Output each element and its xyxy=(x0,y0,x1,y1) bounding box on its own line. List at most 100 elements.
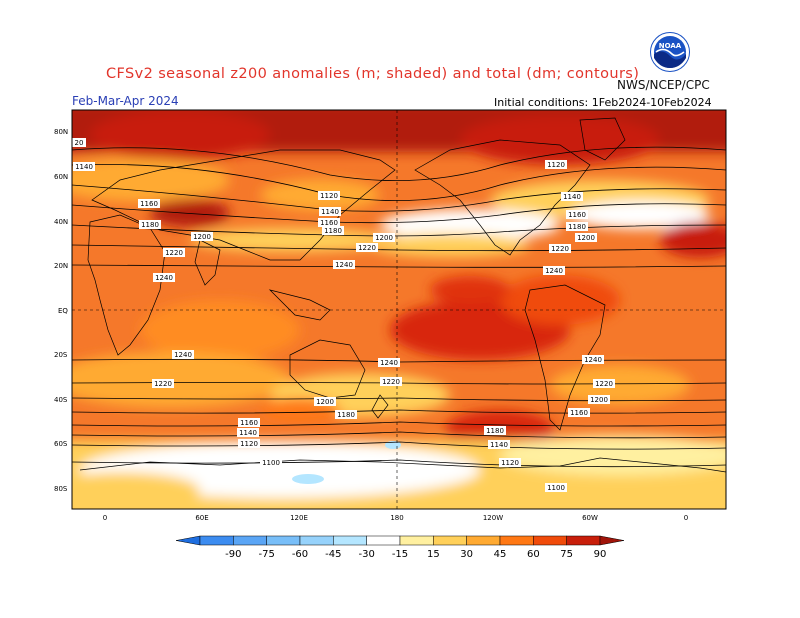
svg-text:1160: 1160 xyxy=(320,219,338,227)
svg-text:1240: 1240 xyxy=(174,351,192,359)
svg-text:1160: 1160 xyxy=(568,211,586,219)
colorbar-tick-label: -60 xyxy=(292,549,308,560)
svg-text:1200: 1200 xyxy=(590,396,608,404)
svg-text:1180: 1180 xyxy=(486,427,504,435)
colorbar-tick-label: 90 xyxy=(594,549,607,560)
contour-label: 1240 xyxy=(153,273,175,282)
contour-label: 1220 xyxy=(152,379,174,388)
lon-label: 60E xyxy=(195,514,208,522)
svg-text:1180: 1180 xyxy=(324,227,342,235)
negative-anomaly-patch xyxy=(292,474,324,484)
forecast-period: Feb-Mar-Apr 2024 xyxy=(72,94,179,108)
colorbar-tick-label: -45 xyxy=(325,549,341,560)
contour-label: 1120 xyxy=(499,458,521,467)
contour-label: 1180 xyxy=(322,226,344,235)
source-label: NWS/NCEP/CPC xyxy=(617,78,710,92)
lon-label: 0 xyxy=(103,514,107,522)
lon-label: 180 xyxy=(390,514,403,522)
contour-label: 1200 xyxy=(314,397,336,406)
contour-label: 1100 xyxy=(545,483,567,492)
lon-label: 120W xyxy=(483,514,503,522)
contour-label: 1100 xyxy=(260,458,282,467)
colorbar-segment xyxy=(333,535,367,546)
svg-text:1100: 1100 xyxy=(262,459,280,467)
colorbar-segment xyxy=(499,535,534,546)
colorbar: -90 -75 -60 -45 -30 -15 15 30 45 60 75 90 xyxy=(175,535,625,560)
colorbar-tick-label: -90 xyxy=(225,549,241,560)
lat-label: 80S xyxy=(54,485,68,493)
svg-text:1160: 1160 xyxy=(240,419,258,427)
colorbar-tick-label: 15 xyxy=(427,549,440,560)
contour-label: 1220 xyxy=(380,377,402,386)
contour-label: 1200 xyxy=(588,395,610,404)
contour-label: 1240 xyxy=(333,260,355,269)
svg-text:1180: 1180 xyxy=(568,223,586,231)
plot-frame xyxy=(71,109,727,510)
svg-text:NOAA: NOAA xyxy=(659,42,682,50)
svg-text:1240: 1240 xyxy=(584,356,602,364)
svg-text:1160: 1160 xyxy=(570,409,588,417)
colorbar-segment xyxy=(466,535,501,546)
colorbar-segment xyxy=(233,535,267,546)
colorbar-tick-label: 60 xyxy=(527,549,540,560)
contour-label: 1120 xyxy=(545,160,567,169)
svg-text:1240: 1240 xyxy=(380,359,398,367)
svg-text:1120: 1120 xyxy=(320,192,338,200)
svg-text:1200: 1200 xyxy=(193,233,211,241)
svg-text:1220: 1220 xyxy=(358,244,376,252)
colorbar-segment xyxy=(433,535,467,546)
contour-label: 1160 xyxy=(238,418,260,427)
colorbar-segment xyxy=(566,535,601,546)
svg-text:1200: 1200 xyxy=(375,234,393,242)
noaa-logo: NOAA xyxy=(650,32,690,72)
contour-label: 1180 xyxy=(139,220,161,229)
longitude-labels: 0 60E 120E 180 120W 60W 0 xyxy=(103,514,688,522)
svg-text:1240: 1240 xyxy=(545,267,563,275)
svg-text:1200: 1200 xyxy=(316,398,334,406)
contour-label: 1120 xyxy=(238,439,260,448)
lat-label: 60S xyxy=(54,440,68,448)
contour-label: 1240 xyxy=(378,358,400,367)
contour-label: 1180 xyxy=(335,410,357,419)
lat-label: 80N xyxy=(54,128,68,136)
svg-text:1220: 1220 xyxy=(382,378,400,386)
contour-label: 1160 xyxy=(566,210,588,219)
contour-label: 1240 xyxy=(582,355,604,364)
shaded-anomaly-field: 20 1140 1160 1180 1200 1220 1240 1120 11… xyxy=(72,110,726,509)
colorbar-tick-label: -75 xyxy=(258,549,274,560)
lat-label: 20N xyxy=(54,262,68,270)
contour-label: 1240 xyxy=(543,266,565,275)
contour-label: 1140 xyxy=(237,428,259,437)
colorbar-segment xyxy=(299,535,334,546)
colorbar-segment xyxy=(366,535,401,546)
svg-text:1140: 1140 xyxy=(563,193,581,201)
svg-text:1160: 1160 xyxy=(140,200,158,208)
svg-text:1140: 1140 xyxy=(75,163,93,171)
contour-label: 1160 xyxy=(138,199,160,208)
svg-text:1140: 1140 xyxy=(490,441,508,449)
contour-label: 1220 xyxy=(163,248,185,257)
svg-text:1180: 1180 xyxy=(141,221,159,229)
lat-label: 20S xyxy=(54,351,68,359)
colorbar-arrow-high xyxy=(599,535,625,546)
colorbar-tick-label: -30 xyxy=(358,549,374,560)
colorbar-tick-label: 45 xyxy=(494,549,507,560)
colorbar-arrow-low xyxy=(175,535,201,546)
svg-text:1140: 1140 xyxy=(239,429,257,437)
lat-label: EQ xyxy=(58,307,68,315)
contour-label: 1180 xyxy=(566,222,588,231)
contour-labels: 20 1140 1160 1180 1200 1220 1240 1120 11… xyxy=(72,138,615,492)
contour-label: 1220 xyxy=(356,243,378,252)
latitude-labels: 80N 60N 40N 20N EQ 20S 40S 60S 80S xyxy=(54,128,68,493)
svg-text:1220: 1220 xyxy=(551,245,569,253)
svg-text:1120: 1120 xyxy=(547,161,565,169)
svg-text:1220: 1220 xyxy=(154,380,172,388)
svg-text:20: 20 xyxy=(75,139,84,147)
colorbar-tick-label: -15 xyxy=(392,549,408,560)
lat-label: 60N xyxy=(54,173,68,181)
lon-label: 0 xyxy=(684,514,688,522)
contour-label: 1200 xyxy=(191,232,213,241)
map-title: CFSv2 seasonal z200 anomalies (m; shaded… xyxy=(106,66,640,82)
contour-label: 1140 xyxy=(73,162,95,171)
